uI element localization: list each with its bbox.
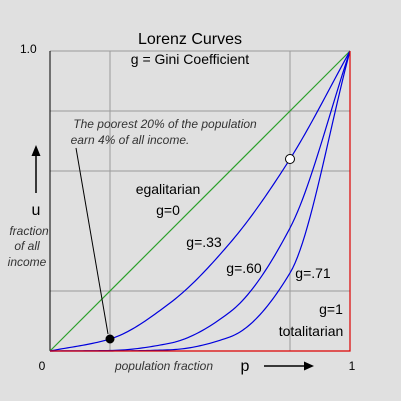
gini-label-0: g=0 [156, 202, 180, 218]
y-symbol: u [32, 202, 41, 219]
y-axis-label-line-3: income [8, 255, 47, 269]
series-layer [50, 51, 350, 351]
chart-subtitle: g = Gini Coefficient [131, 51, 250, 67]
x-tick-1: 1 [349, 359, 356, 373]
data-point-1 [286, 155, 295, 164]
series-label-totalitarian: totalitarian [279, 323, 344, 339]
y-axis-label-line-2: of all [14, 239, 40, 253]
y-tick-1: 1.0 [20, 42, 37, 56]
y-arrow-icon [32, 145, 41, 193]
gini-label-71: g=.71 [295, 265, 331, 281]
annotation-line-1: The poorest 20% of the population [73, 117, 257, 131]
data-point-0 [106, 335, 114, 343]
x-tick-0: 0 [39, 359, 46, 373]
x-arrow-icon [264, 362, 314, 371]
x-axis-label: population fraction [114, 359, 213, 373]
gini-label-33: g=.33 [186, 234, 222, 250]
gini-label-60: g=.60 [226, 260, 262, 276]
annotation-line-2: earn 4% of all income. [71, 133, 190, 147]
annotation-leader-line [76, 148, 108, 334]
y-axis-label-line-1: fraction [9, 224, 49, 238]
point-layer [76, 148, 295, 343]
x-symbol: p [241, 358, 250, 375]
chart-title: Lorenz Curves [138, 31, 242, 48]
series-label-egalitarian: egalitarian [136, 181, 201, 197]
gini-label-1: g=1 [319, 301, 343, 317]
series-line-g-0 [50, 51, 350, 351]
